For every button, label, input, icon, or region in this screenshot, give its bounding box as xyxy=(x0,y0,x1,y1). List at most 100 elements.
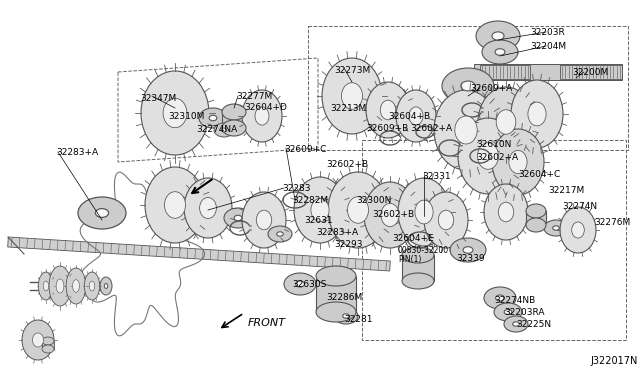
Text: 32286M: 32286M xyxy=(326,293,362,302)
Text: 32604+B: 32604+B xyxy=(388,112,430,121)
Ellipse shape xyxy=(164,192,186,218)
Ellipse shape xyxy=(328,172,388,248)
Text: 32203RA: 32203RA xyxy=(504,308,545,317)
Text: 32274NB: 32274NB xyxy=(494,296,535,305)
Polygon shape xyxy=(480,65,530,79)
Ellipse shape xyxy=(380,100,396,120)
Text: 32281: 32281 xyxy=(344,315,372,324)
Ellipse shape xyxy=(84,272,100,300)
Ellipse shape xyxy=(495,49,505,55)
Ellipse shape xyxy=(342,314,349,318)
Ellipse shape xyxy=(504,310,512,314)
Ellipse shape xyxy=(504,316,528,332)
Ellipse shape xyxy=(145,167,205,243)
Text: 32609+C: 32609+C xyxy=(284,145,326,154)
Ellipse shape xyxy=(495,295,504,301)
Ellipse shape xyxy=(458,118,518,194)
Text: 32276M: 32276M xyxy=(594,218,630,227)
Text: 32274NA: 32274NA xyxy=(196,125,237,134)
Text: 32200M: 32200M xyxy=(572,68,608,77)
Text: 32610N: 32610N xyxy=(476,140,511,149)
Text: 32609+B: 32609+B xyxy=(366,124,408,133)
Text: 32274N: 32274N xyxy=(562,202,597,211)
Ellipse shape xyxy=(42,337,54,345)
Ellipse shape xyxy=(200,198,216,218)
Text: PIN(1): PIN(1) xyxy=(398,255,421,264)
Ellipse shape xyxy=(296,281,305,287)
Text: 32602+B: 32602+B xyxy=(372,210,414,219)
Text: 32282M: 32282M xyxy=(292,196,328,205)
Ellipse shape xyxy=(572,222,584,238)
Ellipse shape xyxy=(478,87,534,157)
Ellipse shape xyxy=(209,115,217,121)
Ellipse shape xyxy=(42,345,54,353)
Ellipse shape xyxy=(44,281,49,291)
Ellipse shape xyxy=(234,215,242,221)
Ellipse shape xyxy=(255,107,269,125)
Ellipse shape xyxy=(438,210,454,230)
Polygon shape xyxy=(402,255,434,281)
Ellipse shape xyxy=(294,177,346,243)
Ellipse shape xyxy=(284,273,316,295)
Ellipse shape xyxy=(66,268,86,304)
Ellipse shape xyxy=(528,102,546,126)
Ellipse shape xyxy=(95,209,109,217)
Ellipse shape xyxy=(511,80,563,148)
Text: 32293: 32293 xyxy=(334,240,362,249)
Ellipse shape xyxy=(224,208,252,228)
Text: 32630S: 32630S xyxy=(292,280,326,289)
Text: 32604+E: 32604+E xyxy=(392,234,434,243)
Polygon shape xyxy=(42,341,54,349)
Ellipse shape xyxy=(316,302,356,322)
Ellipse shape xyxy=(396,90,436,142)
Text: 32310M: 32310M xyxy=(168,112,204,121)
Ellipse shape xyxy=(455,116,477,144)
Ellipse shape xyxy=(364,182,416,248)
Text: 32339: 32339 xyxy=(456,254,484,263)
Ellipse shape xyxy=(496,110,516,134)
Ellipse shape xyxy=(268,226,292,242)
Ellipse shape xyxy=(381,203,399,227)
Ellipse shape xyxy=(100,277,112,295)
Text: 32204M: 32204M xyxy=(530,42,566,51)
Ellipse shape xyxy=(256,210,272,230)
Ellipse shape xyxy=(199,108,227,128)
Ellipse shape xyxy=(90,281,95,291)
Ellipse shape xyxy=(544,220,568,236)
Ellipse shape xyxy=(56,279,64,293)
Text: 32300N: 32300N xyxy=(356,196,392,205)
Ellipse shape xyxy=(476,21,520,51)
Ellipse shape xyxy=(49,266,71,306)
Ellipse shape xyxy=(348,197,369,223)
Ellipse shape xyxy=(222,120,246,136)
Text: 32331: 32331 xyxy=(422,172,451,181)
Text: 32213M: 32213M xyxy=(330,104,366,113)
Polygon shape xyxy=(222,112,246,128)
Ellipse shape xyxy=(222,104,246,120)
Ellipse shape xyxy=(141,71,209,155)
Text: 32225N: 32225N xyxy=(516,320,551,329)
Ellipse shape xyxy=(553,226,559,230)
Text: 32273M: 32273M xyxy=(334,66,371,75)
Text: 32283: 32283 xyxy=(282,184,310,193)
Ellipse shape xyxy=(482,40,518,64)
Ellipse shape xyxy=(442,68,494,104)
Ellipse shape xyxy=(450,238,486,262)
Text: 32347M: 32347M xyxy=(140,94,176,103)
Ellipse shape xyxy=(526,204,546,218)
Text: 00830-32200: 00830-32200 xyxy=(398,246,449,255)
Ellipse shape xyxy=(513,322,519,326)
Ellipse shape xyxy=(398,178,450,246)
Polygon shape xyxy=(316,276,356,312)
Polygon shape xyxy=(526,211,546,225)
Ellipse shape xyxy=(184,178,232,238)
Ellipse shape xyxy=(402,247,434,263)
Ellipse shape xyxy=(214,123,234,137)
Text: 32631: 32631 xyxy=(304,216,333,225)
Ellipse shape xyxy=(38,272,54,300)
Text: 32602+B: 32602+B xyxy=(326,160,368,169)
Ellipse shape xyxy=(334,308,358,324)
Text: 32283+A: 32283+A xyxy=(316,228,358,237)
Ellipse shape xyxy=(78,197,126,229)
Ellipse shape xyxy=(242,90,282,142)
